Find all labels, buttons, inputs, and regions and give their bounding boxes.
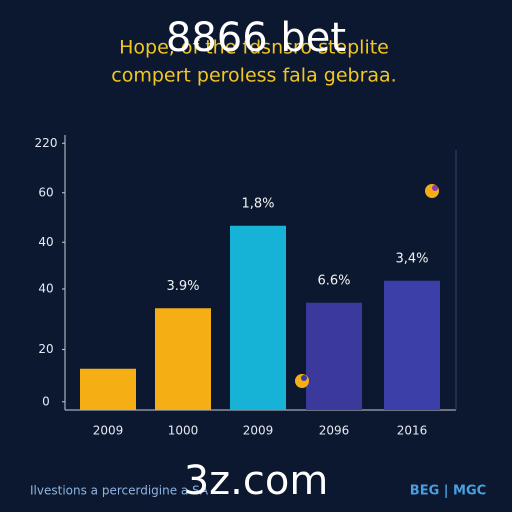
- annotation: 3,4%: [395, 251, 428, 266]
- x-tick-label: 1000: [168, 424, 199, 438]
- x-tick-label: 2096: [319, 424, 350, 438]
- decor-dot: [301, 375, 307, 381]
- watermark: 8866 bet: [166, 15, 346, 61]
- annotation: 6.6%: [317, 273, 350, 288]
- y-tick-label: 60: [38, 185, 53, 199]
- x-tick-label: 2016: [397, 424, 428, 438]
- x-tick-label: 2009: [93, 424, 124, 438]
- y-tick-label: 220: [35, 136, 58, 150]
- bar: [384, 280, 440, 410]
- chart-title: Hope, of the fdsnsro steplite: [119, 37, 389, 59]
- y-tick-label: 20: [38, 342, 53, 356]
- bar: [80, 368, 136, 410]
- y-tick-label: 40: [38, 235, 53, 249]
- annotation: 1,8%: [241, 196, 274, 211]
- bar: [230, 225, 286, 410]
- x-tick-label: 2009: [243, 424, 274, 438]
- annotation: 3.9%: [166, 279, 199, 294]
- footer-text: Ilvestions a percerdigine a SA: [30, 484, 209, 498]
- y-tick-label: 0: [42, 394, 50, 408]
- chart-subtitle: compert peroless fala gebraa.: [111, 65, 396, 87]
- watermark: 3z.com: [184, 458, 329, 504]
- decor-dot: [432, 185, 438, 191]
- brand: BEG | MGC: [410, 484, 486, 499]
- y-tick-label: 40: [38, 282, 53, 296]
- bar: [155, 308, 211, 410]
- bar: [306, 302, 362, 410]
